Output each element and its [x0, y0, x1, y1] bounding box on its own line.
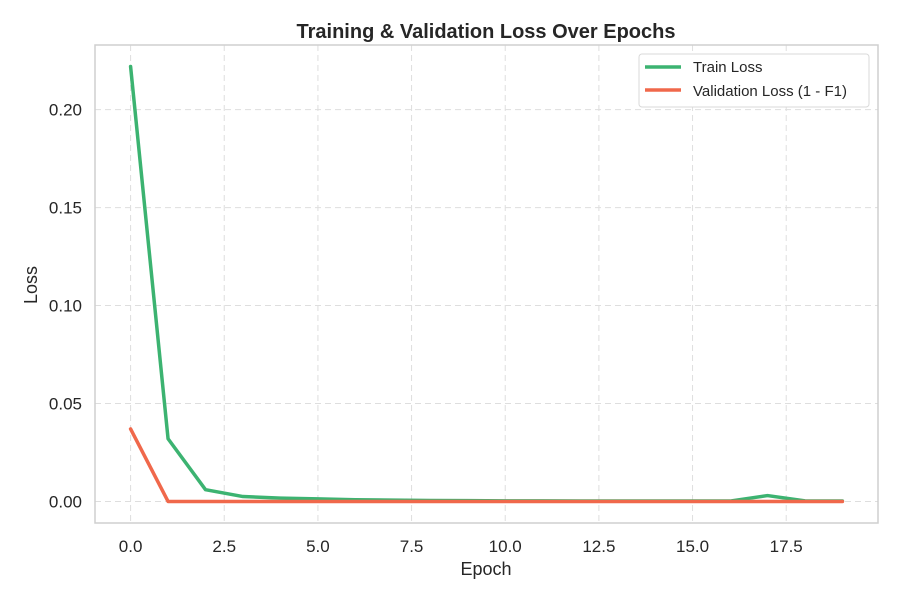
y-tick-label: 0.00 — [49, 492, 82, 511]
y-tick-label: 0.15 — [49, 199, 82, 218]
legend-box — [638, 53, 870, 108]
x-tick-label: 7.5 — [400, 537, 424, 556]
x-tick-label: 5.0 — [306, 537, 330, 556]
plot-frame — [94, 44, 879, 524]
x-tick-label: 12.5 — [582, 537, 615, 556]
x-tick-label: 17.5 — [770, 537, 803, 556]
plot-lines — [128, 64, 845, 504]
x-tick-label: 10.0 — [489, 537, 522, 556]
x-axis-label: Epoch — [460, 559, 511, 579]
x-tick-label: 15.0 — [676, 537, 709, 556]
y-axis-label: Loss — [21, 266, 41, 304]
y-tick-label: 0.10 — [49, 297, 82, 316]
legend-label-validation-loss: Validation Loss (1 - F1) — [693, 83, 847, 100]
x-tick-label: 2.5 — [212, 537, 236, 556]
legend-label-train-loss: Train Loss — [693, 59, 762, 76]
y-tick-label: 0.20 — [49, 101, 82, 120]
validation-loss-line — [128, 427, 845, 504]
x-axis-ticks: 0.0 2.5 5.0 7.5 10.0 12.5 15.0 17.5 — [119, 537, 803, 556]
legend: Train Loss Validation Loss (1 - F1) — [638, 53, 870, 108]
y-tick-label: 0.05 — [49, 395, 82, 414]
chart-title: Training & Validation Loss Over Epochs — [297, 21, 676, 43]
y-axis-ticks: 0.00 0.05 0.10 0.15 0.20 — [49, 101, 82, 512]
x-tick-label: 0.0 — [119, 537, 143, 556]
